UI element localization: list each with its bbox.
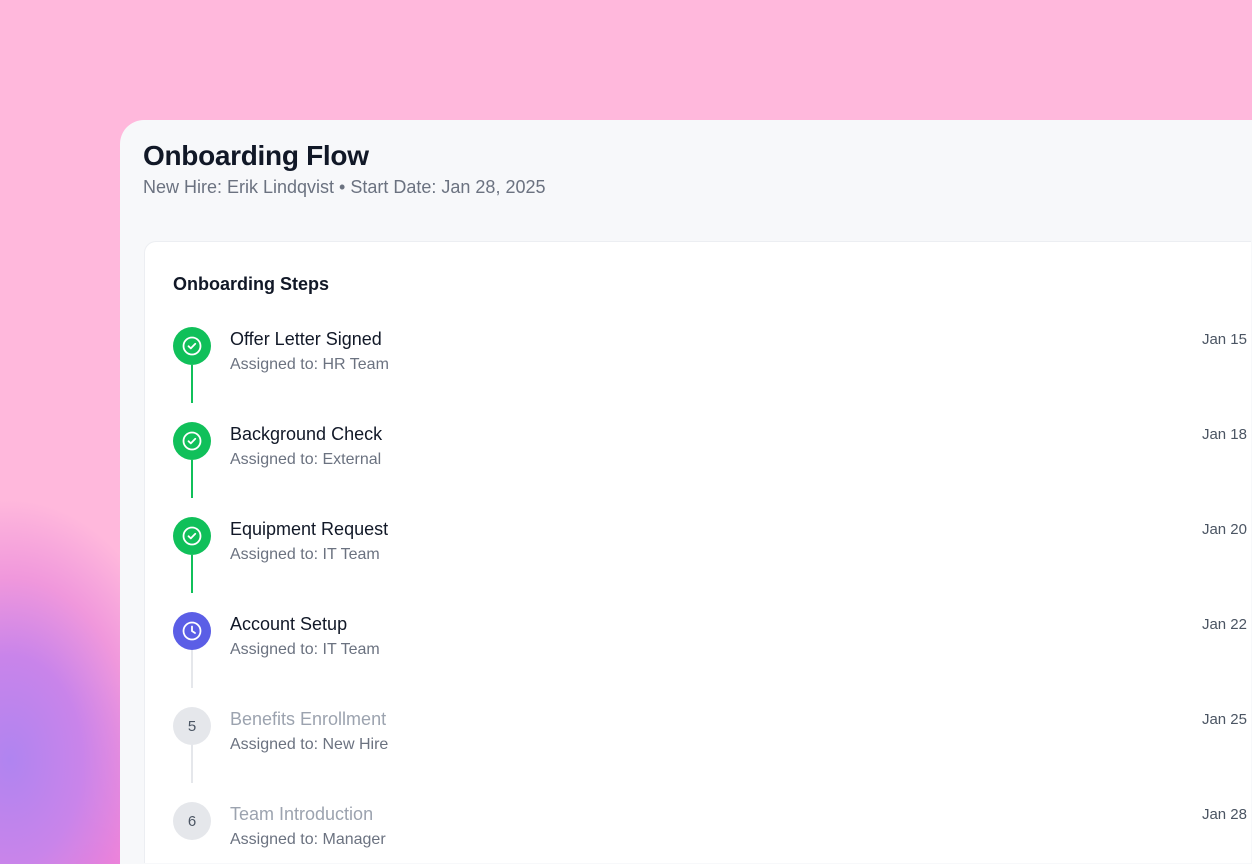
- step-assignee: Assigned to: Manager: [230, 831, 386, 848]
- step-number: 5: [187, 717, 197, 735]
- onboarding-step[interactable]: Account Setup Assigned to: IT Team Jan 22: [145, 612, 1251, 688]
- step-title: Equipment Request: [230, 519, 389, 539]
- timeline-connector: [191, 650, 193, 688]
- onboarding-step[interactable]: Offer Letter Signed Assigned to: HR Team J…: [145, 327, 1251, 403]
- step-number: 6: [187, 812, 197, 830]
- step-assignee: Assigned to: IT Team: [230, 641, 380, 658]
- step-assignee: Assigned to: HR Team: [230, 356, 389, 373]
- check-circle-icon: [173, 422, 211, 460]
- step-title: Account Setup: [230, 614, 348, 634]
- step-assignee: Assigned to: IT Team: [230, 546, 380, 563]
- step-title: Team Introduction: [230, 804, 374, 824]
- step-number: 6: [173, 802, 211, 840]
- timeline-connector: [191, 555, 193, 593]
- step-title: Benefits Enrollment: [230, 709, 387, 729]
- onboarding-steps-card: Onboarding Steps Offer Letter Signed Assi…: [144, 241, 1251, 863]
- onboarding-step[interactable]: Equipment Request Assigned to: IT Team Jan…: [145, 517, 1251, 593]
- timeline-connector: [191, 365, 193, 403]
- page-subtitle: New Hire: Erik Lindqvist • Start Date: J…: [143, 177, 546, 197]
- step-date: Jan 25: [1201, 711, 1247, 728]
- onboarding-window: Onboarding Flow New Hire: Erik Lindqvist…: [120, 120, 1252, 864]
- onboarding-step[interactable]: 5 Benefits Enrollment Assigned to: New Hir…: [145, 707, 1251, 783]
- step-date: Jan 18: [1201, 426, 1247, 443]
- step-title: Offer Letter Signed: [230, 329, 382, 349]
- page-title: Onboarding Flow: [143, 140, 369, 171]
- step-date: Jan 28: [1201, 806, 1247, 823]
- step-number: 5: [173, 707, 211, 745]
- step-date: Jan 20: [1201, 521, 1247, 538]
- card-title: Onboarding Steps: [173, 274, 330, 294]
- step-date: Jan 22: [1201, 616, 1247, 633]
- onboarding-step[interactable]: Background Check Assigned to: External Jan…: [145, 422, 1251, 498]
- step-date: Jan 15: [1201, 331, 1247, 348]
- timeline-connector: [191, 460, 193, 498]
- onboarding-step[interactable]: 6 Team Introduction Assigned to: Manager Ja…: [145, 802, 1251, 862]
- check-circle-icon: [173, 327, 211, 365]
- step-assignee: Assigned to: New Hire: [230, 736, 389, 753]
- timeline-connector: [191, 745, 193, 783]
- step-title: Background Check: [230, 424, 383, 444]
- check-circle-icon: [173, 517, 211, 555]
- step-assignee: Assigned to: External: [230, 451, 382, 468]
- clock-icon: [173, 612, 211, 650]
